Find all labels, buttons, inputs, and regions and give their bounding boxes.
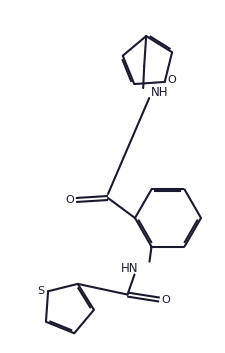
Text: NH: NH [151, 85, 168, 98]
Text: O: O [160, 295, 169, 305]
Text: S: S [37, 286, 45, 296]
Text: HN: HN [120, 262, 138, 275]
Text: O: O [166, 75, 175, 85]
Text: O: O [65, 195, 74, 205]
